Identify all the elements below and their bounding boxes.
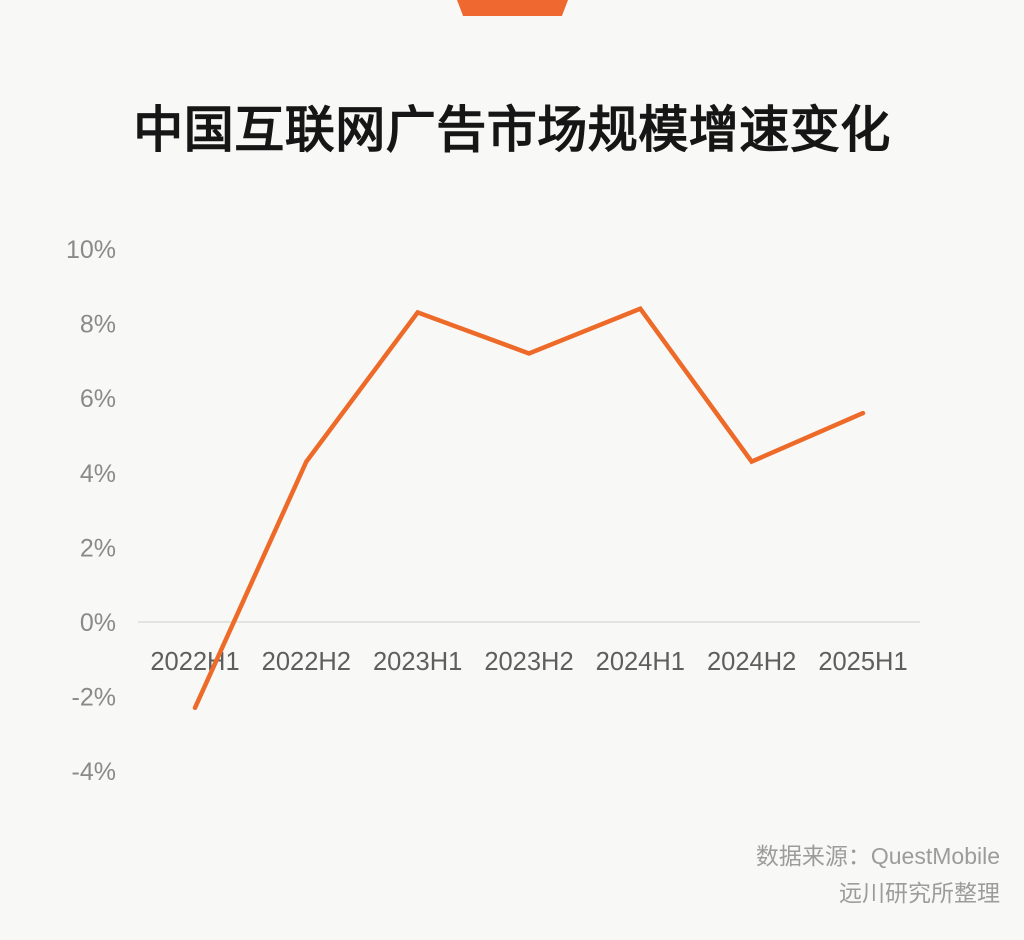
x-axis-tick-label: 2023H2 xyxy=(484,648,573,676)
chart-title: 中国互联网广告市场规模增速变化 xyxy=(133,102,891,158)
orange-tab-decoration xyxy=(457,0,568,16)
y-axis-tick-label: 2% xyxy=(80,534,116,562)
y-axis-tick-label: 4% xyxy=(80,460,116,488)
x-axis-tick-label: 2025H1 xyxy=(818,648,907,676)
x-axis-tick-label: 2023H1 xyxy=(373,648,462,676)
y-axis-tick-label: -2% xyxy=(72,684,116,712)
x-axis-tick-label: 2024H2 xyxy=(707,648,796,676)
y-axis-tick-label: -4% xyxy=(72,758,116,786)
data-source: 数据来源：QuestMobile 远川研究所整理 xyxy=(756,838,1000,912)
y-axis-tick-label: 0% xyxy=(80,609,116,637)
data-source-line1: 数据来源：QuestMobile xyxy=(755,843,1000,869)
x-axis-tick-label: 2022H1 xyxy=(150,648,239,676)
x-axis-tick-label: 2022H2 xyxy=(262,648,351,676)
growth-line-series xyxy=(192,305,866,711)
data-source-line2: 远川研究所整理 xyxy=(839,880,1000,906)
y-axis-tick-label: 10% xyxy=(66,236,116,264)
y-axis-tick-label: 8% xyxy=(80,311,116,339)
y-axis-tick-label: 6% xyxy=(80,385,116,413)
x-axis-tick-label: 2024H1 xyxy=(596,648,685,676)
